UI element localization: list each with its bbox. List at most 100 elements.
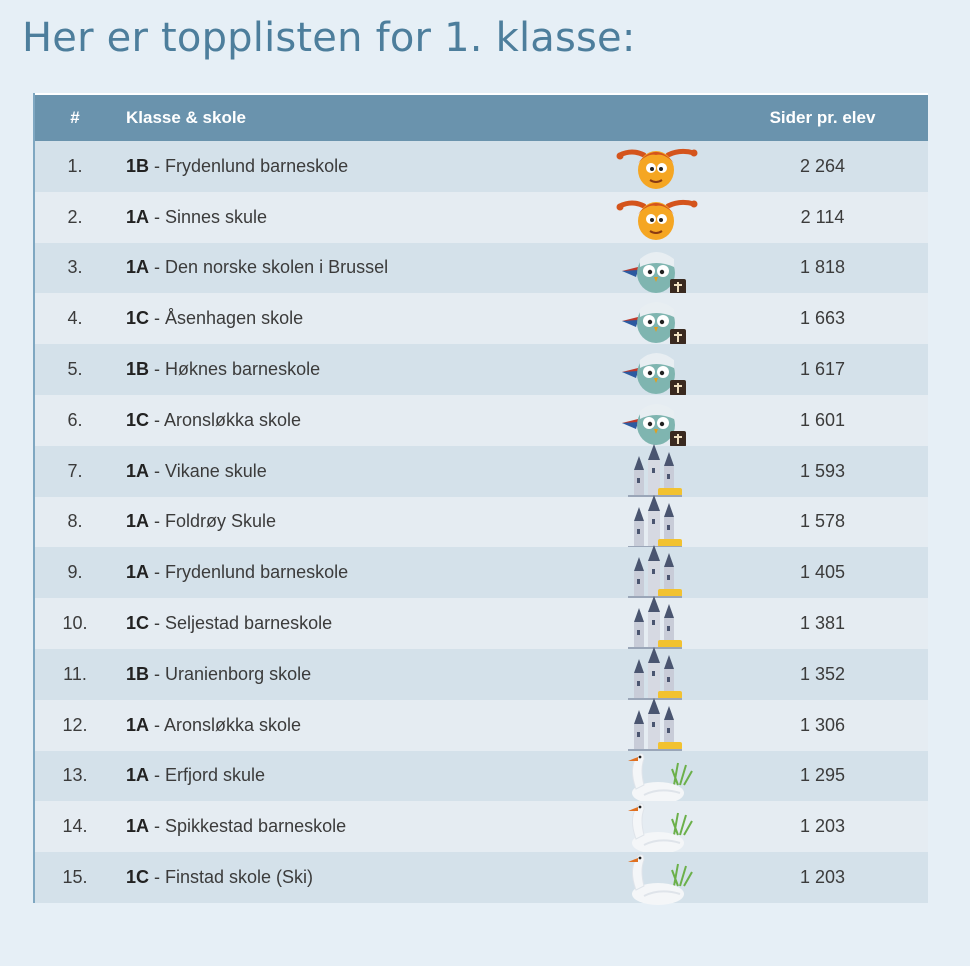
class-school-cell: 1B - Uranienborg skole	[115, 664, 606, 685]
castle-badge-icon	[614, 592, 698, 654]
class-school-cell: 1C - Aronsløkka skole	[115, 410, 606, 431]
class-school-cell: 1A - Sinnes skule	[115, 207, 606, 228]
school-name: - Aronsløkka skole	[149, 714, 302, 735]
pages-cell: 1 203	[799, 816, 846, 837]
class-school-cell: 1C - Åsenhagen skole	[115, 308, 606, 329]
class-name: 1B	[126, 359, 150, 380]
class-name: 1A	[126, 460, 150, 481]
class-name: 1C	[126, 867, 150, 888]
swan-badge-icon	[614, 795, 698, 857]
class-school-cell: 1A - Aronsløkka skole	[115, 715, 606, 736]
rank-cell: 8.	[67, 511, 83, 532]
class-name: 1C	[126, 613, 150, 634]
class-school-cell: 1C - Finstad skole (Ski)	[115, 867, 606, 888]
rank-cell: 5.	[67, 359, 83, 380]
class-name: 1C	[126, 308, 150, 329]
pages-cell: 1 578	[799, 511, 846, 532]
pages-cell: 2 114	[800, 206, 845, 227]
class-name: 1A	[126, 714, 150, 735]
table-row: 3. 1A - Den norske skolen i Brussel 1 818	[35, 242, 928, 295]
school-name: - Åsenhagen skole	[149, 308, 304, 329]
leaderboard-table: # Klasse & skole Sider pr. elev 1. 1B - F…	[33, 93, 928, 906]
school-name: - Erfjord skule	[149, 765, 266, 786]
rank-cell: 10.	[62, 613, 88, 634]
pages-cell: 2 264	[799, 155, 846, 176]
table-row: 11. 1B - Uranienborg skole 1 352	[35, 646, 928, 700]
class-school-cell: 1A - Foldrøy Skule	[115, 511, 606, 532]
rank-cell: 14.	[62, 816, 88, 837]
school-name: - Frydenlund barneskole	[149, 562, 349, 583]
class-school-cell: 1A - Frydenlund barneskole	[115, 562, 606, 583]
rank-cell: 15.	[62, 867, 88, 888]
pages-cell: 1 405	[799, 562, 846, 583]
class-name: 1B	[126, 155, 150, 176]
pippi-badge-icon	[614, 186, 698, 248]
class-name: 1B	[126, 663, 150, 684]
rank-cell: 4.	[67, 308, 83, 329]
rank-cell: 3.	[67, 257, 83, 278]
badge-cell	[606, 852, 706, 906]
pippi-badge-icon	[614, 135, 698, 197]
class-name: 1A	[126, 765, 150, 786]
badge-cell	[606, 141, 706, 192]
castle-badge-icon	[614, 694, 698, 756]
school-name: - Finstad skole (Ski)	[149, 867, 314, 888]
header-class-school: Klasse & skole	[126, 108, 247, 127]
table-row: 6. 1C - Aronsløkka skole 1 601	[35, 394, 928, 447]
table-row: 9. 1A - Frydenlund barneskole 1 405	[35, 545, 928, 599]
rank-cell: 9.	[67, 562, 83, 583]
school-name: - Spikkestad barneskole	[149, 816, 347, 837]
pages-cell: 1 617	[799, 359, 846, 380]
table-body: 1. 1B - Frydenlund barneskole 2 264 2. 1A - …	[35, 141, 928, 906]
class-name: 1A	[126, 562, 150, 583]
table-header: # Klasse & skole Sider pr. elev	[35, 93, 928, 141]
class-school-cell: 1A - Spikkestad barneskole	[115, 816, 606, 837]
table-row: 2. 1A - Sinnes skule 2 114	[35, 191, 928, 243]
page-title: Her er topplisten for 1. klasse:	[22, 15, 636, 61]
table-row: 13. 1A - Erfjord skule 1 295	[35, 750, 928, 804]
school-name: - Seljestad barneskole	[149, 613, 333, 634]
badge-cell	[606, 293, 706, 346]
school-name: - Den norske skolen i Brussel	[149, 257, 389, 278]
table-row: 15. 1C - Finstad skole (Ski) 1 203	[35, 852, 928, 906]
pages-cell: 1 601	[799, 409, 846, 430]
table-row: 5. 1B - Høknes barneskole 1 617	[35, 344, 928, 397]
class-name: 1A	[126, 206, 150, 227]
badge-cell	[606, 801, 706, 855]
castle-badge-icon	[614, 491, 698, 553]
header-pages: Sider pr. elev	[769, 108, 876, 127]
swan-badge-icon	[614, 745, 698, 807]
class-school-cell: 1A - Vikane skule	[115, 461, 606, 482]
rank-cell: 2.	[67, 206, 83, 227]
swan-badge-icon	[614, 846, 698, 908]
table-row: 12. 1A - Aronsløkka skole 1 306	[35, 697, 928, 751]
table-row: 8. 1A - Foldrøy Skule 1 578	[35, 494, 928, 548]
class-school-cell: 1A - Den norske skolen i Brussel	[115, 257, 606, 278]
badge-cell	[606, 192, 706, 243]
school-name: - Frydenlund barneskole	[149, 155, 349, 176]
school-name: - Sinnes skule	[149, 206, 268, 227]
pages-cell: 1 295	[799, 765, 846, 786]
school-name: - Vikane skule	[149, 460, 267, 481]
class-school-cell: 1B - Høknes barneskole	[115, 359, 606, 380]
pages-cell: 1 381	[799, 613, 846, 634]
rank-cell: 11.	[63, 663, 87, 684]
badge-cell	[606, 243, 706, 295]
table-row: 4. 1C - Åsenhagen skole 1 663	[35, 293, 928, 346]
castle-badge-icon	[614, 440, 698, 502]
pages-cell: 1 818	[799, 257, 846, 278]
school-name: - Uranienborg skole	[149, 663, 312, 684]
owl-judge-badge-icon	[614, 237, 698, 299]
class-school-cell: 1B - Frydenlund barneskole	[115, 156, 606, 177]
class-name: 1A	[126, 511, 150, 532]
pages-cell: 1 352	[799, 663, 846, 684]
table-row: 1. 1B - Frydenlund barneskole 2 264	[35, 141, 928, 192]
class-school-cell: 1A - Erfjord skule	[115, 765, 606, 786]
owl-judge-badge-icon	[614, 338, 698, 400]
pages-cell: 1 306	[799, 714, 846, 735]
badge-cell	[606, 751, 706, 804]
pages-cell: 1 203	[799, 867, 846, 888]
rank-cell: 6.	[67, 409, 83, 430]
header-rank: #	[70, 108, 80, 127]
school-name: - Aronsløkka skole	[149, 409, 302, 430]
